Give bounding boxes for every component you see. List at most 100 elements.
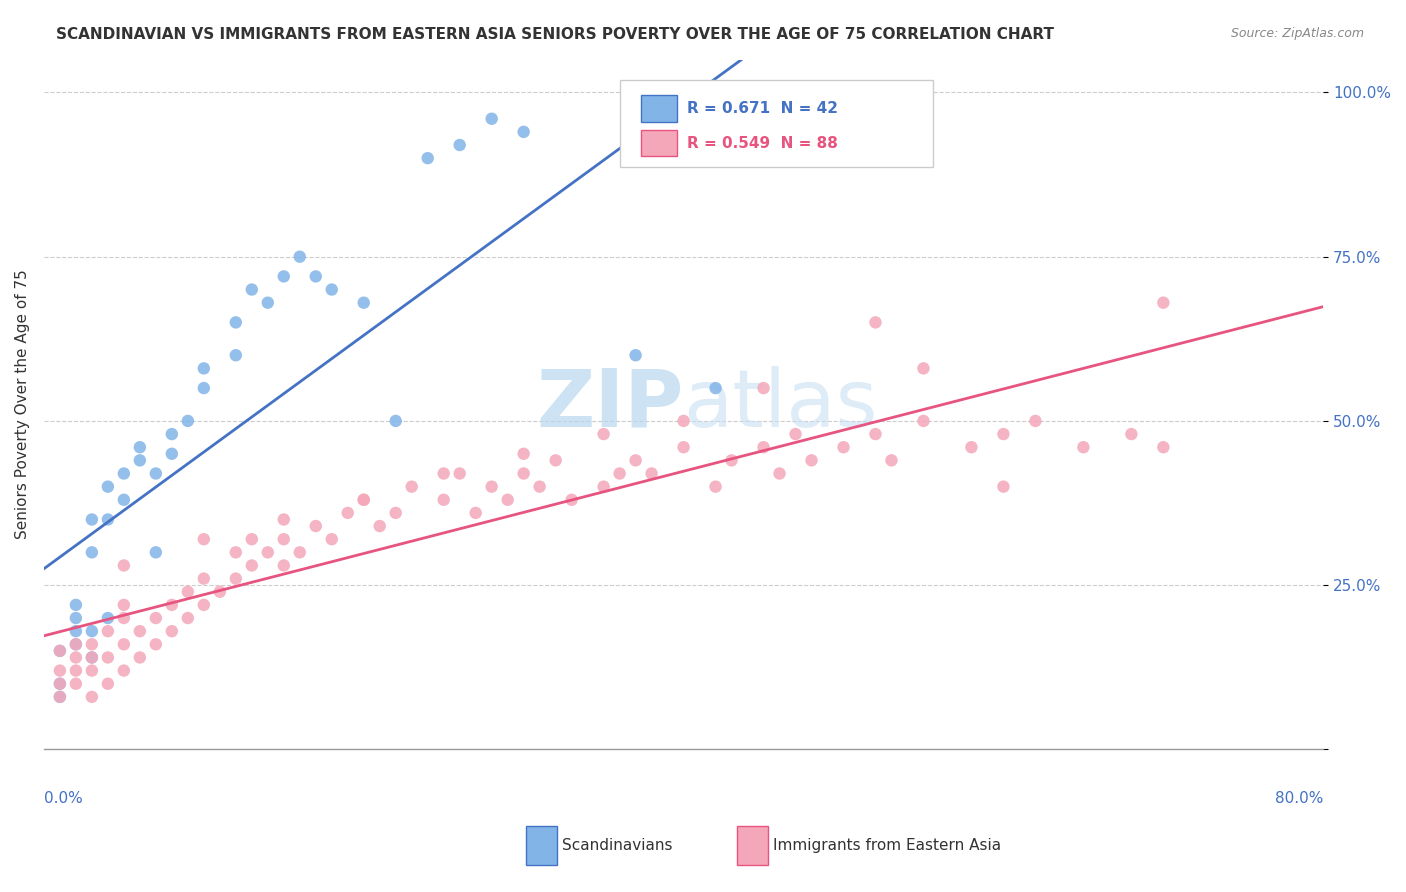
Point — [80, 650, 103, 665]
Point — [416, 151, 439, 165]
Point — [880, 453, 903, 467]
Point — [1073, 440, 1095, 454]
Point — [193, 598, 215, 612]
Point — [1121, 427, 1143, 442]
Point — [449, 138, 471, 153]
Text: ZIP: ZIP — [536, 366, 683, 443]
Point — [720, 453, 742, 467]
Point — [80, 664, 103, 678]
Point — [112, 558, 135, 573]
Point — [80, 637, 103, 651]
Point — [737, 98, 759, 112]
Point — [305, 519, 328, 533]
Point — [65, 611, 87, 625]
Point — [177, 414, 200, 428]
Point — [512, 467, 534, 481]
Point — [960, 440, 983, 454]
Point — [145, 545, 167, 559]
Point — [112, 637, 135, 651]
Point — [912, 414, 935, 428]
Point — [112, 598, 135, 612]
Point — [145, 611, 167, 625]
Point — [160, 427, 183, 442]
Point — [65, 650, 87, 665]
Point — [768, 467, 790, 481]
Point — [640, 467, 662, 481]
Point — [353, 492, 375, 507]
Point — [112, 611, 135, 625]
FancyBboxPatch shape — [641, 95, 678, 121]
Text: 80.0%: 80.0% — [1275, 791, 1323, 805]
Point — [273, 532, 295, 546]
Point — [832, 440, 855, 454]
Point — [544, 453, 567, 467]
FancyBboxPatch shape — [641, 130, 678, 156]
Point — [752, 440, 775, 454]
Point — [97, 480, 120, 494]
Point — [704, 381, 727, 395]
Point — [384, 414, 406, 428]
Point — [288, 250, 311, 264]
Point — [225, 545, 247, 559]
Point — [145, 467, 167, 481]
Point — [49, 690, 72, 704]
Point — [65, 677, 87, 691]
Point — [240, 532, 263, 546]
Point — [353, 295, 375, 310]
Point — [65, 664, 87, 678]
Text: SCANDINAVIAN VS IMMIGRANTS FROM EASTERN ASIA SENIORS POVERTY OVER THE AGE OF 75 : SCANDINAVIAN VS IMMIGRANTS FROM EASTERN … — [56, 27, 1054, 42]
Point — [80, 650, 103, 665]
Point — [384, 506, 406, 520]
Point — [193, 572, 215, 586]
Point — [97, 650, 120, 665]
FancyBboxPatch shape — [620, 80, 934, 167]
Point — [912, 361, 935, 376]
Point — [529, 480, 551, 494]
Point — [97, 624, 120, 639]
Point — [368, 519, 391, 533]
Text: 0.0%: 0.0% — [44, 791, 83, 805]
Point — [65, 637, 87, 651]
Point — [208, 584, 231, 599]
Point — [273, 558, 295, 573]
Point — [288, 545, 311, 559]
Point — [97, 512, 120, 526]
Point — [512, 125, 534, 139]
Point — [65, 624, 87, 639]
Point — [561, 492, 583, 507]
Point — [305, 269, 328, 284]
Point — [433, 467, 456, 481]
Point — [321, 532, 343, 546]
Point — [177, 611, 200, 625]
Point — [704, 480, 727, 494]
Point — [592, 480, 614, 494]
Point — [225, 572, 247, 586]
Point — [128, 650, 150, 665]
Point — [145, 637, 167, 651]
Point — [80, 545, 103, 559]
Point — [865, 427, 887, 442]
Point — [160, 624, 183, 639]
Point — [256, 545, 278, 559]
Text: R = 0.549  N = 88: R = 0.549 N = 88 — [688, 136, 838, 151]
Point — [1152, 440, 1174, 454]
Point — [464, 506, 486, 520]
Point — [65, 598, 87, 612]
Point — [49, 677, 72, 691]
Point — [273, 269, 295, 284]
Point — [865, 315, 887, 329]
Point — [449, 467, 471, 481]
Point — [993, 427, 1015, 442]
Text: Scandinavians: Scandinavians — [562, 838, 673, 853]
Point — [49, 690, 72, 704]
Point — [609, 467, 631, 481]
Point — [112, 467, 135, 481]
Point — [80, 624, 103, 639]
Y-axis label: Seniors Poverty Over the Age of 75: Seniors Poverty Over the Age of 75 — [15, 269, 30, 540]
Point — [177, 584, 200, 599]
Text: atlas: atlas — [683, 366, 877, 443]
Point — [1024, 414, 1046, 428]
Point — [785, 427, 807, 442]
Point — [160, 447, 183, 461]
Point — [49, 677, 72, 691]
